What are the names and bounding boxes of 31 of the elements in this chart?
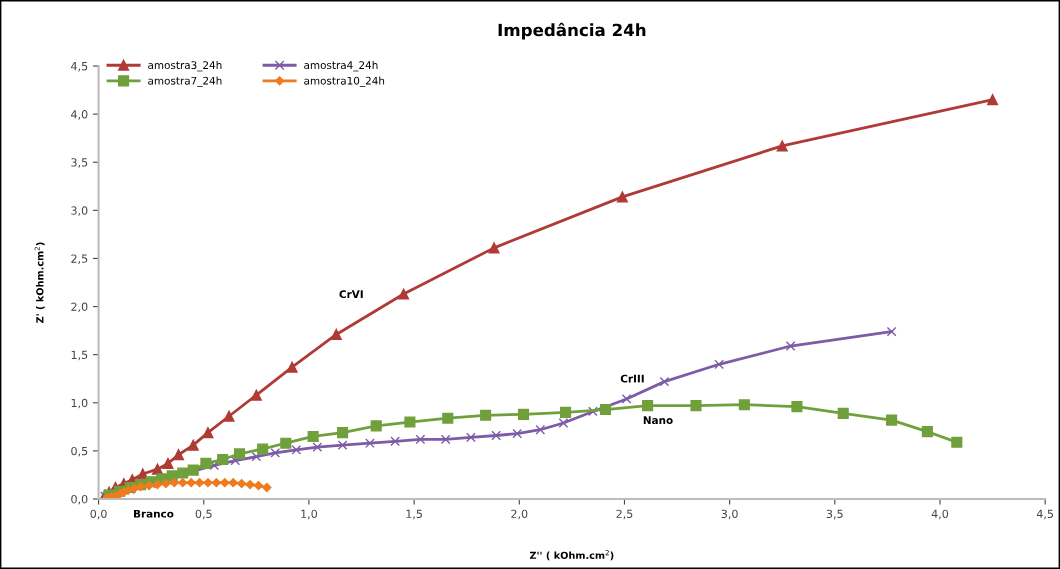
x-tick-label: 1,5 (406, 509, 422, 520)
legend-label: amostra10_24h (304, 76, 385, 87)
y-tick-label: 0,5 (71, 446, 88, 457)
annotation: CrIII (620, 374, 644, 383)
x-tick-label: 3,0 (721, 509, 738, 520)
x-tick-label: 0,0 (90, 509, 107, 520)
y-tick-label: 0,0 (71, 494, 88, 505)
x-tick-label: 0,5 (195, 509, 212, 520)
x-tick-label: 2,0 (511, 509, 528, 520)
chart-title: Impedância 24h (498, 22, 646, 40)
y-tick-label: 2,0 (71, 302, 88, 313)
annotation: CrVI (339, 290, 363, 299)
y-tick-label: 3,0 (71, 206, 88, 216)
legend-label: amostra7_24h (148, 76, 222, 87)
x-tick-label: 3,5 (826, 509, 843, 520)
text: Branco (134, 509, 174, 518)
x-tick-label: 1,0 (301, 509, 318, 520)
x-tick-label: 4,5 (1036, 509, 1054, 520)
y-tick-label: 2,5 (71, 254, 88, 264)
y-tick-label: 4,5 (71, 62, 88, 72)
x-tick-label: 2,5 (616, 509, 633, 520)
annotation: Nano (643, 416, 673, 425)
legend-label: amostra3_24h (148, 60, 222, 72)
x-axis-title: Z'' ( kOhm.cm$^{2}$) (529, 550, 614, 561)
y-axis-title: Z' ( kOhm.cm$^{2}$) (34, 242, 45, 323)
y-tick-label: 4,0 (71, 110, 88, 120)
legend-label: amostra4_24h (304, 60, 378, 72)
x-tick-label: 4,0 (931, 509, 949, 520)
y-tick-label: 3,5 (71, 158, 88, 168)
y-tick-label: 1,5 (71, 350, 88, 361)
y-tick-label: 1,0 (71, 398, 88, 409)
